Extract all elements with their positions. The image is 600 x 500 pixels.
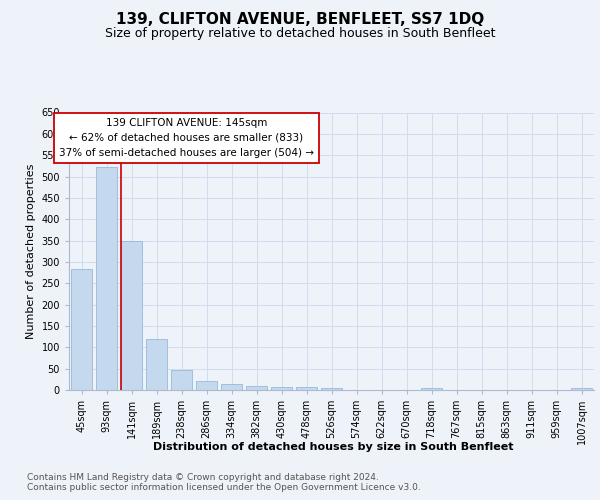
Bar [221,384,242,390]
Bar [121,242,142,390]
Text: Contains HM Land Registry data © Crown copyright and database right 2024.: Contains HM Land Registry data © Crown c… [27,472,379,482]
Bar [296,388,317,390]
Bar [271,386,292,390]
Bar [96,166,117,390]
Bar [146,339,167,390]
Bar [71,269,92,390]
Bar [171,370,192,390]
Bar [246,386,267,390]
Bar [196,382,217,390]
Bar [421,388,442,390]
Y-axis label: Number of detached properties: Number of detached properties [26,164,36,339]
Text: Distribution of detached houses by size in South Benfleet: Distribution of detached houses by size … [153,442,513,452]
Text: Contains public sector information licensed under the Open Government Licence v3: Contains public sector information licen… [27,484,421,492]
Bar [321,388,342,390]
Text: Size of property relative to detached houses in South Benfleet: Size of property relative to detached ho… [105,28,495,40]
Text: 139 CLIFTON AVENUE: 145sqm
← 62% of detached houses are smaller (833)
37% of sem: 139 CLIFTON AVENUE: 145sqm ← 62% of deta… [59,118,314,158]
Text: 139, CLIFTON AVENUE, BENFLEET, SS7 1DQ: 139, CLIFTON AVENUE, BENFLEET, SS7 1DQ [116,12,484,28]
Bar [571,388,592,390]
